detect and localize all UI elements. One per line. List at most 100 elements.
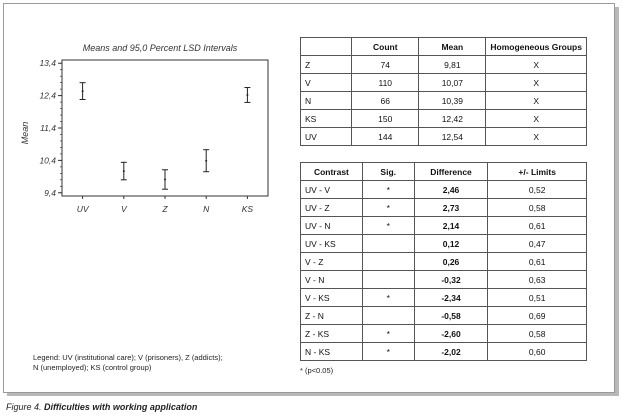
- table-cell: -2,34: [414, 289, 488, 307]
- frame-shadow-right: [615, 7, 619, 396]
- table-cell: *: [362, 199, 414, 217]
- table-cell: [362, 253, 414, 271]
- column-header: Sig.: [362, 163, 414, 181]
- table-cell: 144: [352, 128, 419, 146]
- table-cell: N - KS: [301, 343, 363, 361]
- table-cell: 0,51: [488, 289, 587, 307]
- table-cell: Z - N: [301, 307, 363, 325]
- table-cell: X: [486, 128, 587, 146]
- contrast-row: UV - N * 2,14 0,61: [301, 217, 587, 235]
- contrast-row: UV - KS 0,12 0,47: [301, 235, 587, 253]
- x-tick-label: UV: [77, 204, 90, 214]
- column-header: Contrast: [301, 163, 363, 181]
- table-cell: V - N: [301, 271, 363, 289]
- column-header: [301, 38, 352, 56]
- chart-title: Means and 95,0 Percent LSD Intervals: [83, 43, 238, 53]
- table-cell: Z - KS: [301, 325, 363, 343]
- contrast-row: V - Z 0,26 0,61: [301, 253, 587, 271]
- mean-point: [205, 160, 207, 162]
- table-cell: -2,60: [414, 325, 488, 343]
- y-axis-label: Mean: [20, 122, 30, 145]
- table-cell: KS: [301, 110, 352, 128]
- table-cell: [362, 307, 414, 325]
- column-header: Count: [352, 38, 419, 56]
- y-tick-label: 13,4: [39, 58, 56, 68]
- contrast-row: UV - Z * 2,73 0,58: [301, 199, 587, 217]
- group-row: Z 74 9,81 X: [301, 56, 587, 74]
- table-cell: Z: [301, 56, 352, 74]
- figure-caption: Figure 4. Difficulties with working appl…: [6, 402, 197, 412]
- mean-point: [82, 90, 84, 92]
- group-row: N 66 10,39 X: [301, 92, 587, 110]
- table-cell: 2,73: [414, 199, 488, 217]
- table-cell: N: [301, 92, 352, 110]
- column-header: +/- Limits: [488, 163, 587, 181]
- table-cell: -0,32: [414, 271, 488, 289]
- table-cell: UV - Z: [301, 199, 363, 217]
- table-cell: 9,81: [419, 56, 486, 74]
- contrast-row: UV - V * 2,46 0,52: [301, 181, 587, 199]
- table-cell: X: [486, 92, 587, 110]
- table-cell: 0,58: [488, 325, 587, 343]
- contrast-row: V - KS * -2,34 0,51: [301, 289, 587, 307]
- contrast-row: N - KS * -2,02 0,60: [301, 343, 587, 361]
- y-tick-label: 11,4: [40, 123, 56, 133]
- contrast-row: V - N -0,32 0,63: [301, 271, 587, 289]
- mean-point: [246, 94, 248, 96]
- table-cell: 2,46: [414, 181, 488, 199]
- table-cell: X: [486, 110, 587, 128]
- means-interval-chart: Means and 95,0 Percent LSD Intervals Mea…: [0, 0, 300, 350]
- table-cell: 0,61: [488, 253, 587, 271]
- mean-point: [164, 178, 166, 180]
- table-cell: 10,39: [419, 92, 486, 110]
- table-cell: *: [362, 325, 414, 343]
- column-header: Homogeneous Groups: [486, 38, 587, 56]
- table-cell: 66: [352, 92, 419, 110]
- table-cell: V - KS: [301, 289, 363, 307]
- table-cell: -2,02: [414, 343, 488, 361]
- table-cell: *: [362, 289, 414, 307]
- table-cell: V - Z: [301, 253, 363, 271]
- table-cell: *: [362, 181, 414, 199]
- plot-area: 13,4 12,4 11,4 10,4 9,4 UV V Z N KS: [39, 58, 268, 214]
- homogeneous-groups-table: Count Mean Homogeneous Groups Z 74 9,81 X V 110…: [300, 37, 587, 146]
- table-cell: 0,63: [488, 271, 587, 289]
- group-row: V 110 10,07 X: [301, 74, 587, 92]
- contrast-table-header: Contrast Sig. Difference +/- Limits: [301, 163, 587, 181]
- table-cell: 2,14: [414, 217, 488, 235]
- table-cell: UV - N: [301, 217, 363, 235]
- groups-table-header: Count Mean Homogeneous Groups: [301, 38, 587, 56]
- contrast-row: Z - KS * -2,60 0,58: [301, 325, 587, 343]
- table-cell: UV - V: [301, 181, 363, 199]
- column-header: Difference: [414, 163, 488, 181]
- x-tick-label: KS: [242, 204, 254, 214]
- table-cell: [362, 235, 414, 253]
- table-cell: 12,42: [419, 110, 486, 128]
- table-cell: 150: [352, 110, 419, 128]
- mean-point: [123, 170, 125, 172]
- table-cell: UV - KS: [301, 235, 363, 253]
- table-cell: X: [486, 56, 587, 74]
- group-row: KS 150 12,42 X: [301, 110, 587, 128]
- table-cell: 0,69: [488, 307, 587, 325]
- x-tick-label: Z: [161, 204, 168, 214]
- legend-line-1: Legend: UV (institutional care); V (pris…: [33, 353, 303, 363]
- table-cell: 0,26: [414, 253, 488, 271]
- y-tick-label: 10,4: [39, 155, 56, 165]
- contrast-table: Contrast Sig. Difference +/- Limits UV - V *…: [300, 162, 587, 361]
- table-cell: 0,58: [488, 199, 587, 217]
- table-cell: 0,60: [488, 343, 587, 361]
- table-cell: X: [486, 74, 587, 92]
- group-row: UV 144 12,54 X: [301, 128, 587, 146]
- x-tick-label: V: [121, 204, 128, 214]
- table-cell: 0,61: [488, 217, 587, 235]
- table-cell: V: [301, 74, 352, 92]
- legend: Legend: UV (institutional care); V (pris…: [33, 353, 303, 373]
- table-cell: *: [362, 343, 414, 361]
- table-cell: UV: [301, 128, 352, 146]
- table-cell: [362, 271, 414, 289]
- caption-text: Difficulties with working application: [44, 402, 197, 412]
- y-tick-label: 12,4: [39, 91, 56, 101]
- table-cell: 0,52: [488, 181, 587, 199]
- table-cell: 74: [352, 56, 419, 74]
